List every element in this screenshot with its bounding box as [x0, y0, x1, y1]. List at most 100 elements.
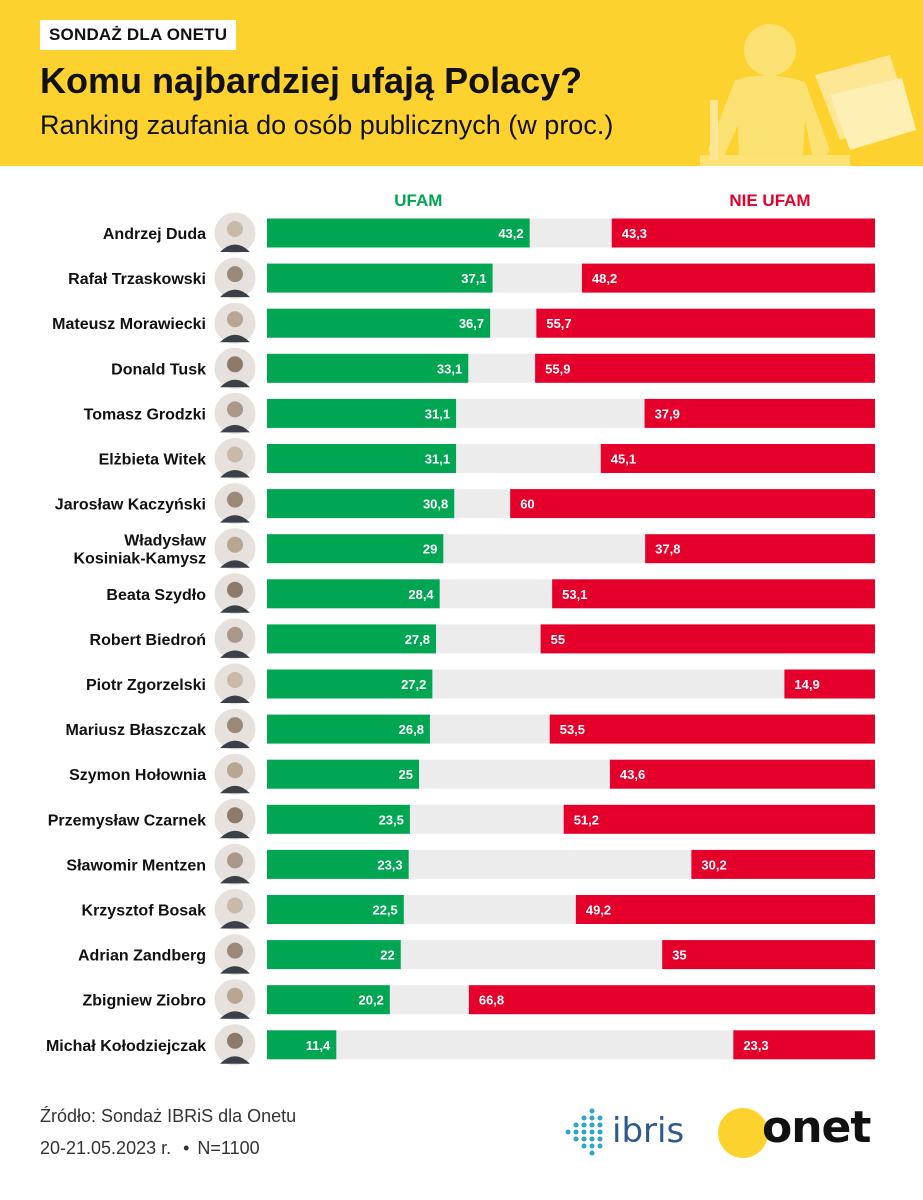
- avatar-head: [227, 852, 243, 869]
- trust-ranking-chart: UFAM NIE UFAM Andrzej Duda 43,2 43,3 Rafał Tr…: [0, 166, 923, 1086]
- value-label-distrust: 23,3: [743, 1038, 768, 1053]
- avatar-head: [227, 446, 243, 463]
- bar-trust: [267, 895, 404, 924]
- category-label: Jarosław Kaczyński: [55, 497, 206, 514]
- bar-trust: [267, 759, 419, 789]
- category-label: Tomasz Grodzki: [84, 406, 206, 423]
- separator-bullet: •: [183, 1138, 190, 1158]
- avatar-head: [227, 717, 243, 734]
- value-label-trust: 37,1: [461, 271, 486, 286]
- legend-distrust: NIE UFAM: [729, 191, 810, 210]
- avatar-body: [220, 605, 250, 613]
- bar-trust: [267, 579, 440, 609]
- category-label: Michał Kołodziejczak: [46, 1038, 206, 1055]
- value-label-distrust: 43,6: [620, 767, 645, 782]
- bar-trust: [267, 489, 455, 519]
- avatar-body: [220, 695, 250, 703]
- avatar-body: [220, 515, 250, 523]
- avatar-body: [220, 921, 250, 929]
- value-label-trust: 11,4: [306, 1038, 331, 1053]
- category-label: Robert Biedroń: [90, 632, 206, 649]
- avatar-body: [220, 289, 250, 298]
- bar-trust: [267, 308, 491, 338]
- value-label-distrust: 45,1: [611, 452, 636, 467]
- bar-distrust: [563, 804, 875, 834]
- category-label: Szymon Hołownia: [69, 767, 206, 784]
- value-label-trust: 36,7: [459, 316, 484, 331]
- avatar-body: [220, 244, 250, 252]
- avatar-body: [220, 560, 250, 568]
- category-label: Rafał Trzaskowski: [68, 271, 206, 288]
- bar-trust: [267, 398, 457, 428]
- category-label: Władysław: [124, 533, 206, 550]
- value-label-distrust: 51,2: [574, 812, 599, 827]
- avatar-head: [227, 356, 243, 373]
- value-label-trust: 28,4: [408, 587, 434, 602]
- source-note: Źródło: Sondaż IBRiS dla Onetu: [40, 1106, 297, 1126]
- avatar-head: [227, 401, 243, 418]
- category-label: Kosiniak-Kamysz: [74, 551, 207, 568]
- avatar-head: [227, 807, 243, 824]
- avatar-head: [227, 626, 243, 643]
- value-label-distrust: 60: [520, 497, 534, 512]
- bar-distrust: [644, 398, 875, 428]
- category-label: Zbigniew Ziobro: [82, 993, 206, 1010]
- value-label-distrust: 55: [551, 632, 565, 647]
- onet-logo: onet: [718, 1102, 888, 1160]
- bar-trust: [267, 985, 390, 1015]
- bar-trust: [267, 444, 457, 473]
- speaker-silhouette-graphic: [700, 24, 916, 166]
- value-label-trust: 29: [423, 542, 437, 557]
- bar-trust: [267, 940, 401, 970]
- avatar-head: [227, 1032, 243, 1049]
- bar-trust: [267, 624, 437, 654]
- bar-trust: [267, 534, 444, 564]
- bar-trust: [267, 1030, 337, 1060]
- value-label-trust: 43,2: [498, 226, 523, 241]
- category-label: Adrian Zandberg: [78, 948, 206, 965]
- bar-distrust: [609, 759, 875, 789]
- category-label: Elżbieta Witek: [99, 452, 207, 469]
- value-label-distrust: 53,1: [562, 587, 587, 602]
- value-label-trust: 23,5: [379, 812, 404, 827]
- bar-distrust: [535, 353, 875, 383]
- survey-tag: SONDAŻ DLA ONETU: [40, 20, 237, 50]
- avatar-head: [227, 672, 243, 688]
- value-label-distrust: 66,8: [479, 993, 504, 1008]
- value-label-distrust: 37,8: [655, 542, 680, 557]
- avatar-head: [227, 311, 243, 328]
- bar-distrust: [549, 714, 875, 744]
- bar-trust: [267, 714, 430, 744]
- value-label-trust: 33,1: [437, 361, 462, 376]
- bar-distrust: [733, 1030, 875, 1060]
- value-label-trust: 31,1: [425, 452, 450, 467]
- category-label: Beata Szydło: [106, 587, 206, 604]
- value-label-distrust: 49,2: [586, 903, 611, 918]
- legend-trust: UFAM: [394, 191, 442, 210]
- bar-distrust: [575, 895, 875, 924]
- avatar-head: [227, 491, 243, 508]
- avatar-head: [227, 942, 243, 959]
- value-label-distrust: 55,7: [546, 316, 571, 331]
- value-label-distrust: 53,5: [560, 722, 585, 737]
- value-label-trust: 30,8: [423, 497, 448, 512]
- avatar-body: [220, 830, 250, 839]
- category-label: Piotr Zgorzelski: [86, 677, 206, 694]
- value-label-distrust: 14,9: [794, 677, 819, 692]
- bar-trust: [267, 669, 433, 699]
- avatar-head: [227, 536, 243, 553]
- survey-date: 20-21.05.2023 r.: [40, 1138, 172, 1158]
- onet-wordmark: onet: [762, 1102, 871, 1153]
- category-label: Mateusz Morawiecki: [52, 316, 206, 333]
- avatar-body: [220, 379, 250, 388]
- avatar-body: [220, 424, 250, 433]
- value-label-trust: 22: [380, 948, 394, 963]
- ibris-logo: ibris: [562, 1107, 692, 1157]
- value-label-trust: 20,2: [359, 993, 384, 1008]
- avatar-head: [227, 266, 243, 283]
- avatar-body: [220, 334, 250, 343]
- bar-distrust: [662, 940, 875, 970]
- value-label-distrust: 55,9: [545, 361, 570, 376]
- bar-trust: [267, 353, 469, 383]
- bar-trust: [267, 263, 493, 293]
